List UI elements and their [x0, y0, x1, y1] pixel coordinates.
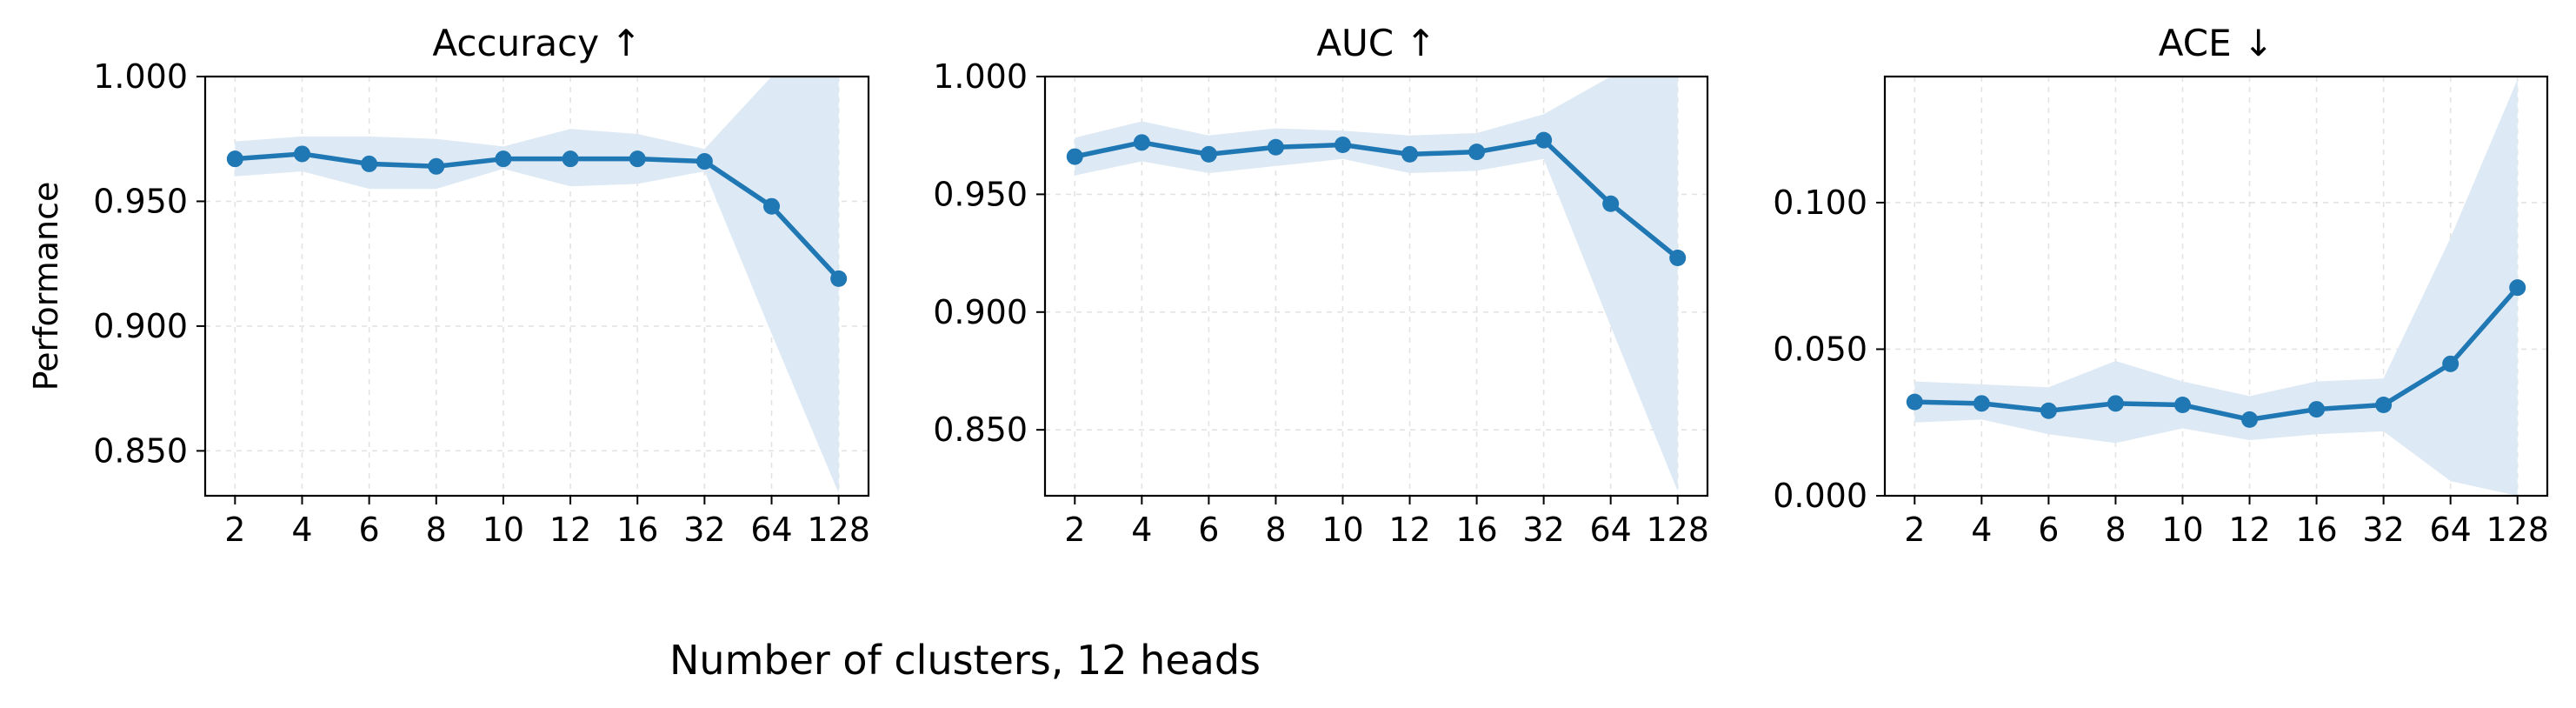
x-tick-label: 10 [483, 511, 524, 549]
x-tick-label: 10 [1321, 511, 1363, 549]
x-tick-label: 6 [2038, 511, 2059, 549]
accuracy-data-point [830, 270, 848, 287]
ace-series-line [1914, 285, 2519, 423]
x-tick-label: 32 [683, 511, 725, 549]
y-tick-label: 1.000 [93, 57, 188, 96]
x-tick-label: 16 [2295, 511, 2337, 549]
figure-x-axis-label: Number of clusters, 12 heads [669, 637, 1261, 684]
panel-accuracy: 2 4 6 8 10 12 16 32 64 128 0.850 0.900 0.950 1.000 Acc… [27, 22, 870, 549]
x-tick-label: 16 [1455, 511, 1497, 549]
ace-data-point [2241, 411, 2259, 428]
accuracy-data-point [226, 150, 243, 168]
x-tick-label: 8 [2105, 511, 2126, 549]
y-tick-label: 0.950 [93, 182, 188, 220]
accuracy-data-point [562, 150, 579, 168]
accuracy-data-point [293, 145, 310, 163]
x-tick-label: 64 [750, 511, 792, 549]
x-tick-label: 128 [1646, 511, 1709, 549]
auc-axes-frame [1043, 75, 1709, 498]
accuracy-data-point [629, 150, 646, 168]
x-tick-label: 32 [2362, 511, 2404, 549]
x-tick-label: 12 [549, 511, 591, 549]
auc-data-point [1200, 145, 1217, 163]
y-tick-label: 0.100 [1773, 184, 1867, 222]
x-tick-label: 4 [1971, 511, 1992, 549]
ace-panel-title: ACE ↓ [2159, 22, 2273, 64]
y-tick-label: 0.900 [933, 293, 1028, 331]
ace-data-point [2442, 355, 2460, 372]
ace-data-point [2509, 279, 2526, 297]
ace-data-point [1973, 395, 1990, 412]
accuracy-data-point [696, 153, 713, 170]
x-tick-label: 16 [616, 511, 658, 549]
accuracy-data-point [361, 155, 378, 172]
x-tick-label: 64 [2429, 511, 2471, 549]
ace-axes-frame [1883, 75, 2549, 498]
x-tick-label: 12 [2228, 511, 2270, 549]
ace-data-point [2308, 401, 2326, 418]
accuracy-data-point [763, 197, 781, 215]
auc-data-point [1133, 134, 1150, 151]
auc-data-point [1267, 138, 1284, 156]
auc-data-point [1669, 250, 1687, 267]
accuracy-y-axis-label: Performance [27, 182, 65, 391]
auc-data-point [1401, 145, 1419, 163]
y-tick-label: 0.900 [93, 307, 188, 345]
y-tick-label: 0.950 [933, 175, 1028, 213]
x-tick-label: 4 [1131, 511, 1152, 549]
y-tick-label: 0.000 [1773, 477, 1867, 515]
x-tick-label: 8 [426, 511, 447, 549]
ace-data-point [2040, 402, 2057, 419]
x-tick-label: 2 [1064, 511, 1085, 549]
x-tick-label: 128 [807, 511, 870, 549]
auc-confidence-band [1075, 77, 1678, 491]
auc-data-point [1535, 131, 1553, 149]
auc-panel-title: AUC ↑ [1316, 22, 1435, 64]
ace-data-point [2375, 397, 2393, 414]
panel-auc: 2 4 6 8 10 12 16 32 64 128 0.850 0.900 0.950 1.000 AUC… [933, 22, 1709, 549]
auc-data-point [1602, 195, 1620, 212]
x-tick-label: 6 [359, 511, 380, 549]
accuracy-axes-frame [203, 75, 870, 498]
x-tick-label: 2 [224, 511, 245, 549]
ace-data-point [1906, 393, 1923, 411]
x-tick-label: 2 [1904, 511, 1925, 549]
x-tick-label: 6 [1198, 511, 1219, 549]
x-tick-label: 10 [2161, 511, 2203, 549]
auc-data-point [1066, 148, 1083, 165]
x-tick-label: 128 [2486, 511, 2549, 549]
x-tick-label: 8 [1265, 511, 1286, 549]
y-tick-label: 0.050 [1773, 330, 1867, 368]
auc-data-point [1468, 144, 1486, 161]
y-tick-label: 0.850 [93, 431, 188, 470]
accuracy-panel-title: Accuracy ↑ [432, 22, 641, 64]
x-tick-label: 32 [1522, 511, 1564, 549]
accuracy-series-line [235, 151, 841, 281]
x-tick-label: 64 [1589, 511, 1631, 549]
auc-data-point [1334, 137, 1351, 154]
panel-ace: 2 4 6 8 10 12 16 32 64 128 0.000 0.050 0.100 ACE ↓ [1773, 22, 2549, 549]
y-tick-label: 1.000 [933, 57, 1028, 96]
accuracy-data-point [495, 150, 512, 168]
ace-confidence-band [1914, 79, 2518, 496]
y-tick-label: 0.850 [933, 411, 1028, 449]
x-tick-label: 12 [1388, 511, 1430, 549]
ace-data-point [2173, 397, 2191, 414]
x-tick-label: 4 [291, 511, 312, 549]
ace-data-point [2107, 395, 2124, 412]
auc-series-line [1074, 137, 1680, 260]
accuracy-confidence-band [235, 77, 839, 494]
accuracy-data-point [428, 157, 445, 175]
